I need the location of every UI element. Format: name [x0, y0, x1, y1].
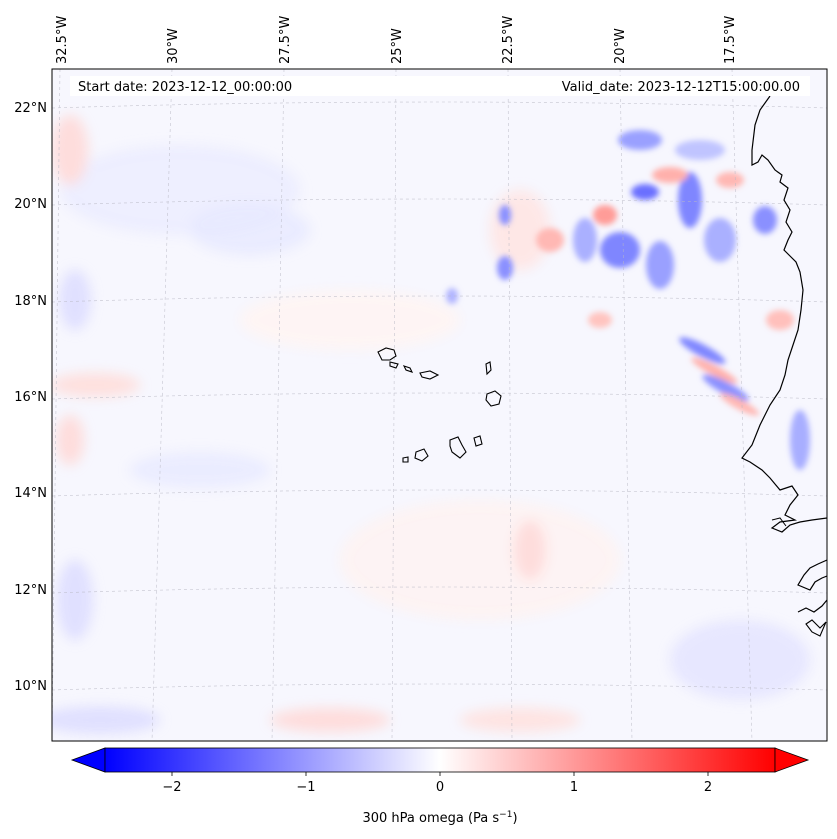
colorbar-tick-label: 2: [704, 780, 712, 795]
lon-label: 25°W: [390, 28, 405, 64]
lon-label: 17.5°W: [723, 16, 738, 64]
lat-label: 10°N: [14, 679, 47, 694]
colorbar: −2 −1 0 1 2 300 hPa omega (Pa s−1): [70, 747, 810, 826]
colorbar-tick-label: −2: [162, 780, 181, 795]
lon-label: 20°W: [613, 28, 628, 64]
longitude-labels: 32.5°W 30°W 27.5°W 25°W 22.5°W 20°W 17.5…: [55, 16, 738, 64]
lon-label: 30°W: [166, 28, 181, 64]
lat-label: 12°N: [14, 583, 47, 598]
colorbar-gradient: [104, 747, 776, 773]
valid-date-label: Valid_date: 2023-12-12T15:00:00.00: [562, 80, 800, 95]
colorbar-min-extend: [70, 747, 106, 773]
latitude-labels: 22°N 20°N 18°N 16°N 14°N 12°N 10°N: [14, 101, 47, 694]
lat-label: 22°N: [14, 101, 47, 116]
lat-label: 14°N: [14, 486, 47, 501]
lon-label: 27.5°W: [278, 16, 293, 64]
colorbar-label: 300 hPa omega (Pa s−1): [362, 810, 517, 826]
header-box: [70, 76, 810, 96]
colorbar-tick-label: −1: [296, 780, 315, 795]
lat-label: 20°N: [14, 197, 47, 212]
lat-label: 16°N: [14, 390, 47, 405]
map-panel: [52, 69, 827, 741]
lat-lon-gridlines: [52, 69, 827, 741]
colorbar-tick-label: 0: [436, 780, 444, 795]
colorbar-tick-label: 1: [570, 780, 578, 795]
west-african-coastline: [741, 95, 827, 533]
start-date-label: Start date: 2023-12-12_00:00:00: [78, 80, 292, 95]
lon-label: 32.5°W: [55, 16, 70, 64]
map-frame: [51, 68, 828, 742]
colorbar-max-extend: [774, 747, 810, 773]
cape-verde-islands: [377, 347, 502, 463]
lon-label: 22.5°W: [501, 16, 516, 64]
omega-field: [52, 115, 810, 734]
lat-label: 18°N: [14, 294, 47, 309]
